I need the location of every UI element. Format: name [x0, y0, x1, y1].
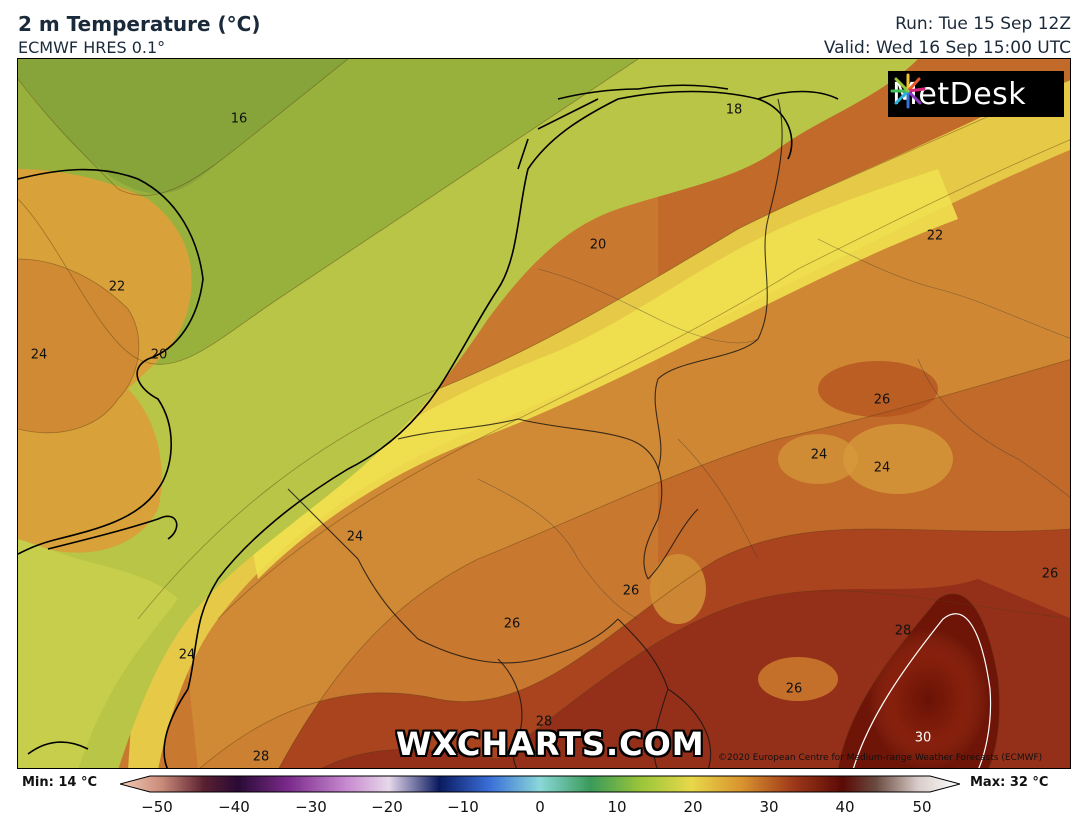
colorbar-ticks: −50 −40 −30 −20 −10 0 10 20 30 40 50 — [0, 798, 1088, 822]
warm-spot-east — [818, 361, 938, 417]
map-canvas — [18, 59, 1070, 768]
colorbar-max-label: Max: 32 °C — [970, 775, 1049, 790]
colorbar — [118, 774, 962, 794]
colorbar-tick: 20 — [683, 798, 703, 816]
contour-lines — [18, 59, 1070, 768]
colorbar-gradient — [118, 775, 962, 793]
colorbar-min-label: Min: 14 °C — [22, 775, 98, 790]
metdesk-logo: MetDesk — [888, 71, 1064, 117]
copyright-notice: ©2020 European Centre for Medium-range W… — [718, 753, 1043, 763]
contour-label: 24 — [178, 647, 196, 663]
band-orange-mid — [178, 139, 1070, 768]
contour-label: 22 — [926, 228, 944, 244]
contour-label: 28 — [535, 714, 553, 730]
sea-channel — [18, 539, 178, 768]
contour-label: 20 — [150, 347, 168, 363]
contour-label: 30 — [914, 730, 932, 746]
contour-label: 16 — [230, 111, 248, 127]
contour-label: 26 — [503, 616, 521, 632]
contour-label: 22 — [108, 279, 126, 295]
contour-label: 28 — [252, 749, 270, 765]
band-bright-yellow — [248, 169, 958, 579]
colorbar-tick: −30 — [295, 798, 327, 816]
cool-spot-mid — [778, 434, 858, 484]
contour-label: 28 — [894, 623, 912, 639]
contour-label: 24 — [810, 447, 828, 463]
run-label: Run: Tue 15 Sep 12Z — [895, 14, 1071, 34]
coastline — [18, 84, 839, 768]
england-inner — [18, 259, 139, 433]
chart-title: 2 m Temperature (°C) — [18, 12, 261, 36]
cool-spot-s — [650, 554, 706, 624]
colorbar-tick: 50 — [912, 798, 932, 816]
contour-label: 26 — [873, 392, 891, 408]
colorbar-tick: 0 — [535, 798, 545, 816]
contour-label: 24 — [873, 460, 891, 476]
contour-label: 24 — [346, 529, 364, 545]
region-borders — [477, 238, 1070, 620]
colorbar-tick: −10 — [447, 798, 479, 816]
hottest-core — [868, 629, 988, 768]
metdesk-burst-icon — [890, 73, 926, 109]
colorbar-tick: 30 — [759, 798, 779, 816]
colorbar-tick: −50 — [141, 798, 173, 816]
colorbar-tick: 10 — [607, 798, 627, 816]
model-label: ECMWF HRES 0.1° — [18, 38, 166, 57]
colorbar-tick: 40 — [835, 798, 855, 816]
contour-label: 18 — [725, 102, 743, 118]
temperature-map: MetDesk 16 18 20 22 22 24 20 22 24 24 24… — [17, 58, 1071, 769]
contour-label: 26 — [622, 583, 640, 599]
colorbar-tick: −40 — [218, 798, 250, 816]
cool-spot-east — [843, 424, 953, 494]
contour-label: 24 — [30, 347, 48, 363]
colorbar-tick: −20 — [371, 798, 403, 816]
contour-label: 26 — [785, 681, 803, 697]
sea-north-deepest — [18, 59, 348, 194]
country-borders — [287, 98, 783, 768]
wxcharts-watermark: WXCHARTS.COM — [396, 725, 705, 763]
isotherm-30-white — [853, 613, 992, 768]
cool-spot-se — [758, 657, 838, 701]
contour-label: 20 — [589, 237, 607, 253]
contour-label: 26 — [1041, 566, 1059, 582]
valid-label: Valid: Wed 16 Sep 15:00 UTC — [823, 38, 1071, 58]
